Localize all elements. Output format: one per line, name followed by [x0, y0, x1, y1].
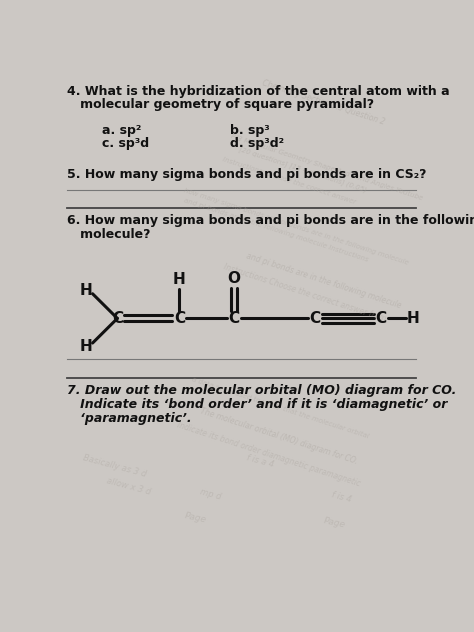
- Text: C: C: [174, 311, 185, 326]
- Text: molecule?: molecule?: [67, 228, 151, 241]
- Text: O: O: [227, 271, 240, 286]
- Text: C: C: [310, 311, 320, 326]
- Text: 7. Draw out the molecular orbital (MO) diagram for CO.: 7. Draw out the molecular orbital (MO) d…: [67, 384, 456, 397]
- Text: Pf3 Molecular Geometry Shape And Bond Angles Youtube: Pf3 Molecular Geometry Shape And Bond An…: [230, 133, 423, 202]
- Text: [20 questions] [15 4 questions] (0.05): [20 questions] [15 4 questions] (0.05): [237, 145, 367, 193]
- Text: Page: Page: [183, 511, 207, 525]
- Text: Indicate its ‘bond order’ and if it is ‘diamagnetic’ or: Indicate its ‘bond order’ and if it is ‘…: [67, 398, 447, 411]
- Text: ‘paramagnetic’.: ‘paramagnetic’.: [67, 411, 191, 425]
- Text: C: C: [375, 311, 386, 326]
- Text: and pi bonds are in the following molecule Instructions: and pi bonds are in the following molecu…: [183, 197, 369, 262]
- Text: 4. What is the hybridization of the central atom with a: 4. What is the hybridization of the cent…: [67, 85, 450, 98]
- Text: 6. How many sigma bonds and pi bonds are in the following: 6. How many sigma bonds and pi bonds are…: [67, 214, 474, 228]
- Text: b. sp³: b. sp³: [230, 124, 270, 137]
- Text: and pi bonds are in the following molecule: and pi bonds are in the following molecu…: [245, 252, 402, 310]
- Text: H: H: [407, 311, 420, 326]
- Text: allow x 3 d: allow x 3 d: [106, 477, 152, 497]
- Text: H: H: [173, 272, 186, 288]
- Text: Instructions: Choose the correct answer: Instructions: Choose the correct answer: [222, 157, 357, 205]
- Text: Indicate its bond order diamagnetic paramagnetic: Indicate its bond order diamagnetic para…: [175, 421, 361, 489]
- Text: H: H: [80, 283, 93, 298]
- Text: d. sp³d²: d. sp³d²: [230, 137, 284, 150]
- Text: a. sp²: a. sp²: [102, 124, 141, 137]
- Text: a data set is used to verify that the molecular orbital: a data set is used to verify that the mo…: [191, 376, 370, 439]
- Text: f is a 4: f is a 4: [245, 453, 275, 469]
- Text: Basically as 3 d: Basically as 3 d: [82, 453, 148, 478]
- Text: H: H: [80, 339, 93, 354]
- Text: 5. How many sigma bonds and pi bonds are in CS₂?: 5. How many sigma bonds and pi bonds are…: [67, 168, 427, 181]
- Text: how many sigma bonds and pi bonds are in the following molecule: how many sigma bonds and pi bonds are in…: [183, 188, 410, 266]
- Text: mp d: mp d: [199, 488, 222, 502]
- Text: C: C: [228, 311, 239, 326]
- Text: Page: Page: [323, 516, 346, 530]
- Text: molecular geometry of square pyramidal?: molecular geometry of square pyramidal?: [67, 98, 374, 111]
- Text: f is 4: f is 4: [330, 490, 353, 504]
- Text: Instructions Choose the correct answer from: Instructions Choose the correct answer f…: [222, 262, 387, 324]
- Text: c. sp³d: c. sp³d: [102, 137, 149, 150]
- Text: The molecular orbital (MO) diagram for CO.: The molecular orbital (MO) diagram for C…: [199, 407, 358, 466]
- Text: Chemistry Section 3.5 Question 2: Chemistry Section 3.5 Question 2: [261, 79, 386, 127]
- Text: C: C: [112, 311, 123, 326]
